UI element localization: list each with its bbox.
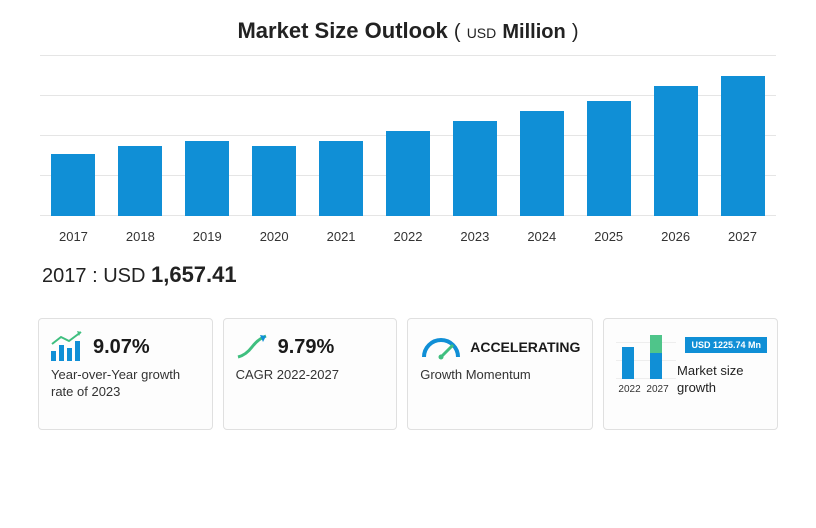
bar-col <box>709 76 776 216</box>
bar-col <box>375 131 442 216</box>
readout-sep: : <box>92 265 98 287</box>
x-axis-label: 2019 <box>174 229 241 244</box>
yoy-value: 9.07% <box>93 336 150 359</box>
bar <box>453 121 497 216</box>
bar-col <box>508 111 575 216</box>
cagr-desc: CAGR 2022-2027 <box>236 367 385 384</box>
bar <box>185 141 229 216</box>
x-axis-label: 2023 <box>441 229 508 244</box>
bars-trend-icon <box>51 333 85 361</box>
bar-col <box>575 101 642 216</box>
x-axis-label: 2017 <box>40 229 107 244</box>
x-axis-label: 2025 <box>575 229 642 244</box>
x-axis-label: 2022 <box>375 229 442 244</box>
momentum-desc: Growth Momentum <box>420 367 580 384</box>
x-axis-label: 2026 <box>642 229 709 244</box>
mini-x-2027: 2027 <box>646 384 668 395</box>
readout-value: 1,657.41 <box>151 262 237 287</box>
readout-year: 2017 <box>42 265 87 287</box>
bar <box>118 146 162 216</box>
gauge-icon <box>420 333 462 361</box>
bar <box>386 131 430 216</box>
paren-open: ( <box>454 21 461 43</box>
card-yoy: 9.07% Year-over-Year growth rate of 2023 <box>38 318 213 430</box>
value-readout: 2017 : USD 1,657.41 <box>42 262 816 288</box>
bar <box>654 86 698 216</box>
readout-currency: USD <box>103 265 145 287</box>
bar-chart: 2017201820192020202120222023202420252026… <box>40 54 776 244</box>
card-momentum: ACCELERATING Growth Momentum <box>407 318 593 430</box>
yoy-desc: Year-over-Year growth rate of 2023 <box>51 367 200 401</box>
chart-title: Market Size Outlook ( USD Million ) <box>0 0 816 44</box>
x-axis-label: 2021 <box>308 229 375 244</box>
bar <box>51 154 95 216</box>
cagr-value: 9.79% <box>278 336 335 359</box>
card-size-growth: USD 1225.74 Mn Market size growth 2022 2… <box>603 318 778 430</box>
momentum-value: ACCELERATING <box>470 339 580 355</box>
paren-close: ) <box>572 21 579 43</box>
bar-col <box>241 146 308 216</box>
bar <box>587 101 631 216</box>
card-cagr: 9.79% CAGR 2022-2027 <box>223 318 398 430</box>
bar-col <box>441 121 508 216</box>
title-main: Market Size Outlook <box>237 18 447 43</box>
bar <box>520 111 564 216</box>
usd-tag: USD 1225.74 Mn <box>685 337 767 353</box>
mini-bar-chart: 2022 2027 <box>616 333 676 395</box>
bar-col <box>107 146 174 216</box>
x-axis-label: 2018 <box>107 229 174 244</box>
bar <box>319 141 363 216</box>
title-usd: USD <box>467 25 497 41</box>
bar <box>721 76 765 216</box>
x-axis-label: 2024 <box>508 229 575 244</box>
mini-bar-2027-base <box>650 353 662 379</box>
x-axis-label: 2020 <box>241 229 308 244</box>
mini-bar-2022 <box>622 347 634 379</box>
size-growth-desc: Market size growth <box>677 363 767 397</box>
kpi-cards: 9.07% Year-over-Year growth rate of 2023… <box>38 318 778 430</box>
growth-arrow-icon <box>236 333 270 361</box>
x-axis-label: 2027 <box>709 229 776 244</box>
title-million: Million <box>502 21 565 43</box>
bar <box>252 146 296 216</box>
bar-col <box>642 86 709 216</box>
bar-col <box>174 141 241 216</box>
mini-x-2022: 2022 <box>618 384 640 395</box>
bar-col <box>308 141 375 216</box>
bar-col <box>40 154 107 216</box>
